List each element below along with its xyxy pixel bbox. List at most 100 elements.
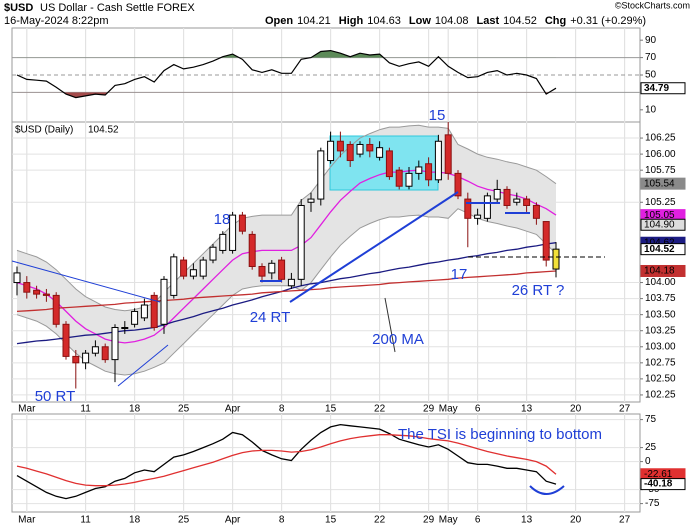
x-tick-label: Apr [225, 404, 241, 415]
candle-body [278, 259, 286, 280]
credit: ©StockCharts.com [615, 0, 690, 10]
x-tick-label: 6 [475, 404, 481, 415]
x-tick-label: Apr [225, 515, 241, 526]
candle-body [395, 169, 403, 187]
annotation: 18 [214, 211, 231, 228]
candle-body [150, 294, 158, 329]
candle-body [307, 198, 315, 203]
annotation: The TSI is beginning to bottom [398, 426, 602, 443]
value-marker-label: 105.05 [644, 210, 675, 221]
x-tick-label: Mar [18, 404, 36, 415]
header-stats: Open 104.21 High 104.63 Low 104.08 Last 104.52 C… [265, 15, 646, 27]
candle-body [62, 323, 70, 357]
y-tick-label: 75 [645, 414, 657, 425]
value-marker-label: 104.62 [644, 237, 675, 248]
band-upper [16, 124, 557, 312]
y-tick-label: 10 [645, 104, 657, 115]
candle-body [523, 198, 531, 206]
candle-body [287, 278, 295, 287]
candle-body [140, 304, 148, 319]
consolidation-box [329, 135, 439, 191]
annotation: 200 MA [372, 331, 424, 348]
candle-body [327, 140, 335, 162]
x-tick-label: May [439, 404, 458, 415]
candle-body [268, 262, 276, 274]
panel-last: 104.52 [88, 125, 119, 136]
x-tick-label: 27 [619, 515, 631, 526]
x-tick-label: 20 [570, 515, 582, 526]
y-tick-label: 102.50 [645, 374, 676, 385]
value-marker [640, 82, 686, 95]
x-tick-label: 8 [279, 515, 285, 526]
candle-body [33, 289, 41, 295]
x-tick-label: 15 [325, 515, 337, 526]
candle-body [356, 143, 364, 155]
y-tick-label: 105.25 [645, 197, 676, 208]
y-tick-label: 70 [645, 52, 657, 63]
y-tick-label: 50 [645, 70, 657, 81]
value-marker [640, 218, 686, 231]
rsi-line [16, 49, 557, 99]
candle-body [258, 265, 266, 277]
trend-line [289, 191, 459, 303]
candle-body [464, 198, 472, 219]
x-tick-label: 13 [521, 404, 533, 415]
candle-body [474, 214, 482, 219]
stat-value: 104.21 [297, 15, 331, 27]
stat-value: 104.08 [435, 15, 469, 27]
x-tick-label: 20 [570, 404, 582, 415]
candle-body [131, 310, 139, 325]
candle-body [493, 188, 501, 200]
x-tick-label: 25 [178, 404, 190, 415]
annotation: 17 [451, 266, 468, 283]
annotation: 24 RT [250, 309, 291, 326]
annotation: 26 RT ? [512, 282, 565, 299]
y-tick-label: -75 [645, 498, 660, 509]
stat-value: 104.63 [367, 15, 401, 27]
x-tick-label: 27 [619, 404, 631, 415]
candle-body [160, 278, 168, 325]
y-tick-label: 106.25 [645, 133, 676, 144]
x-tick-label: 11 [80, 404, 91, 415]
candle-body [229, 214, 237, 251]
candle-body [425, 163, 433, 181]
candle-body [444, 134, 452, 174]
trend-line [11, 260, 161, 303]
value-marker-label: 34.79 [644, 83, 669, 94]
candle-body [454, 172, 462, 197]
y-tick-label: 103.25 [645, 325, 676, 336]
y-tick-label: 0 [645, 456, 651, 467]
x-tick-label: 13 [521, 515, 533, 526]
x-tick-label: 18 [129, 404, 141, 415]
stat-label: High [339, 15, 364, 27]
candle-body [434, 140, 442, 181]
x-tick-label: Mar [18, 515, 36, 526]
value-marker [640, 243, 686, 256]
stat-value: +0.31 (+0.29%) [570, 15, 646, 27]
trend-line [117, 344, 169, 387]
candle-body [532, 204, 540, 219]
y-tick-label: 106.00 [645, 149, 676, 160]
value-marker-label: 104.52 [644, 244, 675, 255]
candle-body [552, 248, 560, 270]
tsi-panel [11, 413, 641, 513]
annotation: 15 [429, 107, 446, 124]
candle-body [219, 233, 227, 251]
candle-body [513, 198, 521, 203]
candle-body [209, 246, 217, 261]
candle-body [121, 327, 129, 330]
stat-label: Open [265, 15, 293, 27]
y-tick-label: 103.50 [645, 309, 676, 320]
y-tick-label: 104.00 [645, 277, 676, 288]
symbol: $USD [4, 2, 33, 14]
panel-title: $USD (Daily) [15, 125, 73, 136]
x-tick-label: May [439, 515, 458, 526]
y-tick-label: 102.75 [645, 357, 676, 368]
y-tick-label: 103.75 [645, 293, 676, 304]
candle-body [82, 352, 90, 364]
candle-body [238, 214, 246, 232]
candle-body [376, 147, 384, 158]
moving-average [16, 242, 557, 345]
y-tick-label: 90 [645, 35, 657, 46]
